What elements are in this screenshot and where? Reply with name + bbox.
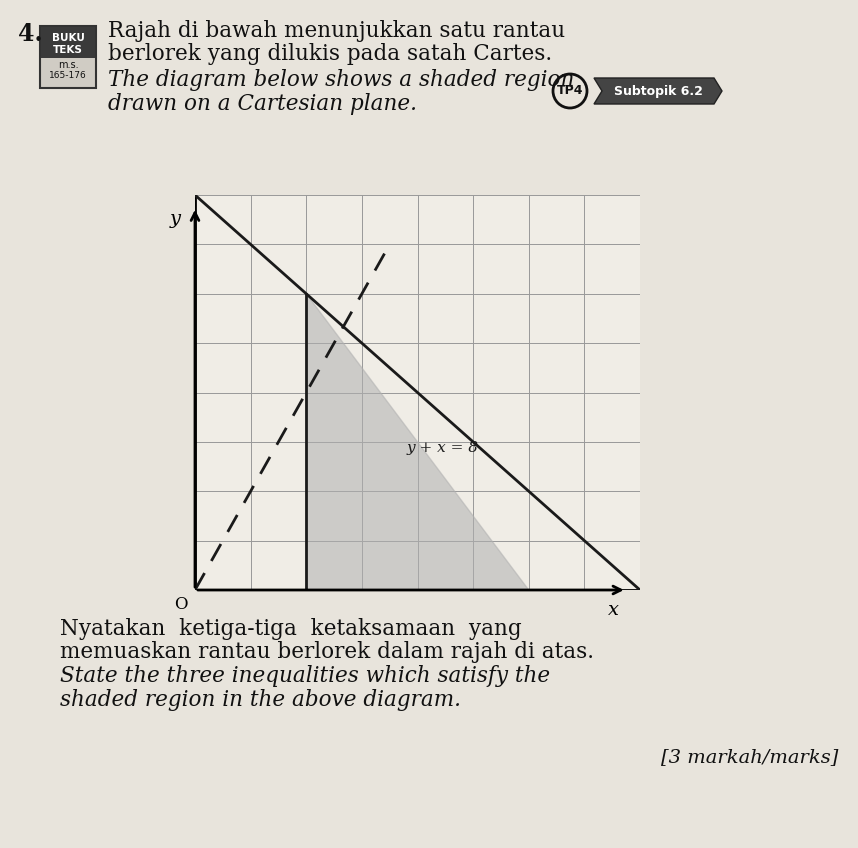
Text: TEKS: TEKS [53,45,83,55]
Text: State the three inequalities which satisfy the: State the three inequalities which satis… [60,665,550,687]
Text: BUKU: BUKU [51,33,84,43]
Text: Nyatakan  ketiga-tiga  ketaksamaan  yang: Nyatakan ketiga-tiga ketaksamaan yang [60,618,522,640]
Text: berlorek yang dilukis pada satah Cartes.: berlorek yang dilukis pada satah Cartes. [108,43,553,65]
Text: memuaskan rantau berlorek dalam rajah di atas.: memuaskan rantau berlorek dalam rajah di… [60,641,594,663]
Polygon shape [594,78,722,104]
Text: TP4: TP4 [557,85,583,98]
Text: x: x [607,600,619,619]
Text: The diagram below shows a shaded region: The diagram below shows a shaded region [108,69,574,91]
Text: y + x = 8: y + x = 8 [407,441,479,455]
Text: Subtopik 6.2: Subtopik 6.2 [613,85,703,98]
Text: m.s.: m.s. [57,60,78,70]
Text: [3 markah/marks]: [3 markah/marks] [661,748,838,766]
Text: 165-176: 165-176 [49,71,87,81]
FancyBboxPatch shape [41,27,95,58]
Text: drawn on a Cartesian plane.: drawn on a Cartesian plane. [108,93,417,115]
Polygon shape [306,293,529,590]
FancyBboxPatch shape [40,26,96,88]
Text: 4.: 4. [18,22,43,46]
Text: O: O [174,596,188,613]
Text: y: y [170,209,181,228]
Text: shaded region in the above diagram.: shaded region in the above diagram. [60,689,461,711]
Text: Rajah di bawah menunjukkan satu rantau: Rajah di bawah menunjukkan satu rantau [108,20,565,42]
